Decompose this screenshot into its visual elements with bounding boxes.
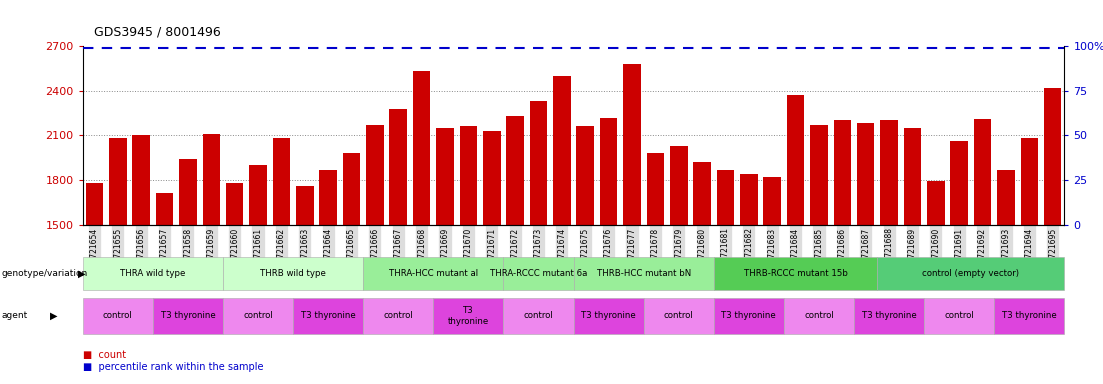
Bar bbox=[226, 183, 244, 384]
Text: control: control bbox=[944, 311, 974, 320]
Bar bbox=[1043, 88, 1061, 384]
Bar bbox=[880, 121, 898, 384]
Bar bbox=[272, 138, 290, 384]
Bar bbox=[577, 126, 595, 384]
Bar bbox=[389, 109, 407, 384]
Text: GDS3945 / 8001496: GDS3945 / 8001496 bbox=[94, 25, 221, 38]
Bar bbox=[529, 101, 547, 384]
Bar bbox=[670, 146, 687, 384]
Bar bbox=[109, 138, 127, 384]
Bar bbox=[437, 128, 453, 384]
Bar bbox=[296, 186, 313, 384]
Bar bbox=[132, 136, 150, 384]
Bar bbox=[834, 121, 852, 384]
Bar bbox=[694, 162, 710, 384]
Text: control: control bbox=[524, 311, 554, 320]
Text: agent: agent bbox=[1, 311, 28, 320]
Bar bbox=[997, 170, 1015, 384]
Bar bbox=[646, 153, 664, 384]
Bar bbox=[86, 183, 104, 384]
Text: T3 thyronine: T3 thyronine bbox=[301, 311, 355, 320]
Bar bbox=[483, 131, 501, 384]
Bar bbox=[623, 64, 641, 384]
Text: T3 thyronine: T3 thyronine bbox=[161, 311, 215, 320]
Text: T3 thyronine: T3 thyronine bbox=[1002, 311, 1057, 320]
Text: THRB wild type: THRB wild type bbox=[260, 269, 326, 278]
Bar bbox=[857, 124, 875, 384]
Bar bbox=[343, 153, 361, 384]
Bar bbox=[811, 125, 827, 384]
Bar bbox=[928, 182, 944, 384]
Text: THRB-HCC mutant bN: THRB-HCC mutant bN bbox=[597, 269, 690, 278]
Text: control (empty vector): control (empty vector) bbox=[922, 269, 1019, 278]
Text: T3
thyronine: T3 thyronine bbox=[448, 306, 489, 326]
Text: ■  percentile rank within the sample: ■ percentile rank within the sample bbox=[83, 362, 264, 372]
Text: control: control bbox=[384, 311, 414, 320]
Text: T3 thyronine: T3 thyronine bbox=[861, 311, 917, 320]
Text: control: control bbox=[804, 311, 834, 320]
Text: THRA-RCCC mutant 6a: THRA-RCCC mutant 6a bbox=[490, 269, 587, 278]
Bar bbox=[974, 119, 992, 384]
Bar bbox=[506, 116, 524, 384]
Text: THRA wild type: THRA wild type bbox=[120, 269, 185, 278]
Bar bbox=[1020, 138, 1038, 384]
Bar bbox=[460, 126, 478, 384]
Text: control: control bbox=[243, 311, 272, 320]
Text: T3 thyronine: T3 thyronine bbox=[721, 311, 777, 320]
Bar bbox=[903, 128, 921, 384]
Text: T3 thyronine: T3 thyronine bbox=[581, 311, 636, 320]
Bar bbox=[179, 159, 196, 384]
Text: ▶: ▶ bbox=[50, 311, 57, 321]
Bar bbox=[740, 174, 758, 384]
Bar bbox=[553, 76, 570, 384]
Bar bbox=[600, 118, 618, 384]
Bar bbox=[717, 170, 735, 384]
Text: control: control bbox=[664, 311, 694, 320]
Bar bbox=[951, 141, 968, 384]
Text: ■  count: ■ count bbox=[83, 350, 126, 360]
Text: ▶: ▶ bbox=[78, 268, 86, 279]
Bar bbox=[763, 177, 781, 384]
Bar bbox=[156, 194, 173, 384]
Text: genotype/variation: genotype/variation bbox=[1, 269, 87, 278]
Bar bbox=[203, 134, 219, 384]
Bar bbox=[366, 125, 384, 384]
Text: control: control bbox=[103, 311, 132, 320]
Text: THRB-RCCC mutant 15b: THRB-RCCC mutant 15b bbox=[743, 269, 847, 278]
Text: THRA-HCC mutant al: THRA-HCC mutant al bbox=[388, 269, 478, 278]
Bar bbox=[320, 170, 336, 384]
Bar bbox=[413, 71, 430, 384]
Bar bbox=[249, 165, 267, 384]
Bar bbox=[786, 95, 804, 384]
